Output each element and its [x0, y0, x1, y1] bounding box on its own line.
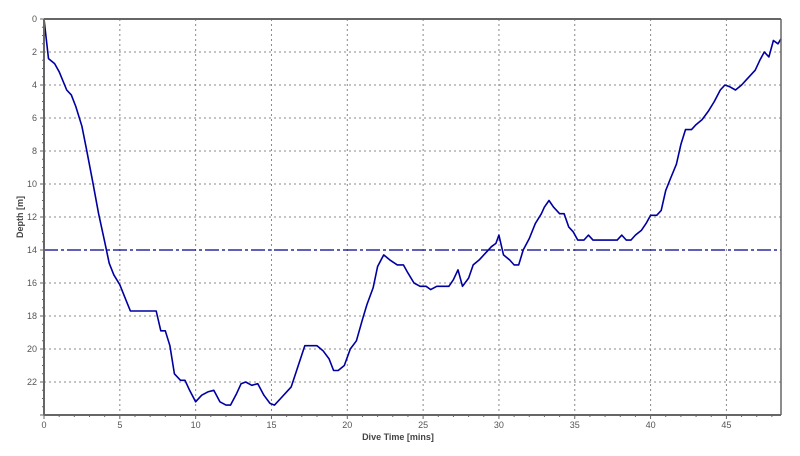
y-tick-label: 0 — [32, 14, 37, 24]
x-tick-label: 35 — [570, 420, 580, 430]
y-axis-label: Depth [m] — [15, 196, 25, 238]
y-tick-label: 8 — [32, 146, 37, 156]
y-tick-label: 14 — [27, 245, 37, 255]
y-tick-label: 16 — [27, 278, 37, 288]
x-axis-label: Dive Time [mins] — [362, 432, 434, 442]
y-tick-label: 12 — [27, 212, 37, 222]
y-axis-ticks: 0 2 4 6 8 10 12 14 16 18 20 22 — [27, 14, 44, 416]
y-tick-label: 10 — [27, 179, 37, 189]
x-tick-label: 30 — [494, 420, 504, 430]
x-tick-label: 40 — [646, 420, 656, 430]
x-tick-label: 25 — [418, 420, 428, 430]
y-tick-label: 4 — [32, 80, 37, 90]
x-tick-label: 20 — [342, 420, 352, 430]
depth-series-line — [43, 18, 782, 406]
grid-lines — [44, 19, 781, 415]
y-tick-label: 2 — [32, 47, 37, 57]
y-tick-label: 22 — [27, 377, 37, 387]
x-tick-label: 0 — [41, 420, 46, 430]
y-tick-label: 18 — [27, 311, 37, 321]
x-tick-label: 5 — [117, 420, 122, 430]
y-tick-label: 20 — [27, 344, 37, 354]
y-tick-label: 6 — [32, 113, 37, 123]
x-tick-label: 45 — [721, 420, 731, 430]
x-tick-label: 10 — [191, 420, 201, 430]
x-tick-label: 15 — [266, 420, 276, 430]
x-axis-ticks: 0 5 10 15 20 25 30 35 40 45 — [41, 415, 773, 430]
